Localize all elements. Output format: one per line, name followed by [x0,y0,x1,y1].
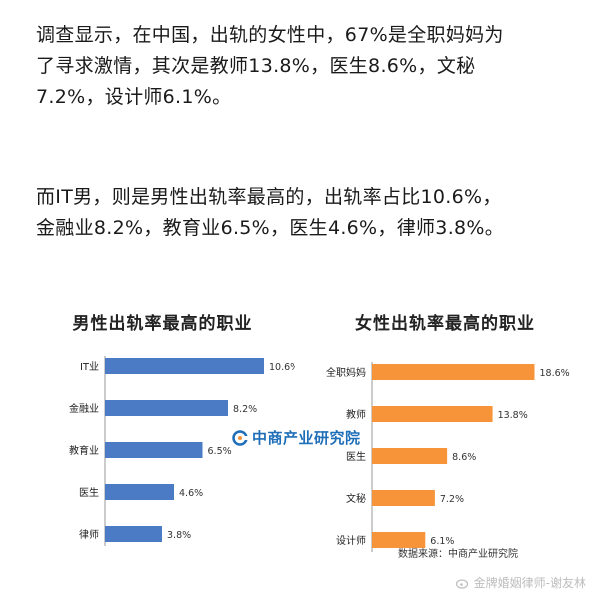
paragraph-female-stats: 调查显示，在中国，出轨的女性中，67%是全职妈妈为 了寻求激情，其次是教师13.… [36,20,576,113]
bar [372,532,426,548]
data-label: 4.6% [179,488,203,499]
data-source: 数据来源：中商产业研究院 [398,549,518,560]
category-label: 设计师 [336,534,366,547]
paragraph-line: 7.2%，设计师6.1%。 [36,86,232,108]
category-label: 教师 [346,408,366,421]
paragraph-line: 调查显示，在中国，出轨的女性中，67%是全职妈妈为 [36,24,504,46]
paragraph-line: 金融业8.2%，教育业6.5%，医生4.6%，律师3.8%。 [36,217,505,239]
data-label: 3.8% [167,530,191,541]
data-label: 13.8% [498,410,528,421]
male-occupation-chart: 男性出轨率最高的职业 IT业 10.6% 金融业 8.2% 教育业 6.5% 医生 4.6% 律… [30,305,299,575]
category-label: 全职妈妈 [326,366,366,379]
bar [105,358,264,374]
bar [105,442,203,458]
data-label: 18.6% [540,368,570,379]
weibo-icon [455,578,468,589]
bar [372,364,535,380]
category-label: 医生 [79,486,99,499]
bar [372,490,435,506]
logo-icon [232,429,248,446]
data-label: 7.2% [440,494,464,505]
logo: 中商产业研究院 [232,427,361,448]
data-label: 6.5% [208,446,232,457]
paragraph-male-stats: 而IT男，则是男性出轨率最高的，出轨率占比10.6%， 金融业8.2%，教育业6… [36,182,576,244]
watermark-text: 金牌婚姻律师-谢友林 [473,576,586,590]
female-occupation-chart: 女性出轨率最高的职业 全职妈妈 18.6% 教师 13.8% 医生 8.6% 文秘 7.2% 设… [300,305,590,575]
paragraph-line: 而IT男，则是男性出轨率最高的，出轨率占比10.6%， [36,186,502,208]
bar [105,400,228,416]
data-label: 8.2% [233,404,257,415]
bar [372,406,493,422]
category-label: 律师 [79,528,99,541]
bar [105,526,162,542]
logo-text: 中商产业研究院 [252,429,361,447]
data-label: 10.6% [269,362,295,373]
paragraph-line: 了寻求激情，其次是教师13.8%，医生8.6%，文秘 [36,55,476,77]
bar [372,448,448,464]
watermark: 金牌婚姻律师-谢友林 [455,574,586,591]
data-label: 6.1% [430,536,454,547]
chart-title: 男性出轨率最高的职业 [72,314,253,334]
category-label: 金融业 [69,402,99,415]
category-label: IT业 [80,361,99,373]
bar [105,484,174,500]
category-label: 教育业 [69,444,99,457]
category-label: 文秘 [346,492,366,505]
data-label: 8.6% [452,452,476,463]
chart-title: 女性出轨率最高的职业 [355,314,535,334]
category-label: 医生 [346,450,366,463]
male-chart-svg: IT业 10.6% 金融业 8.2% 教育业 6.5% 医生 4.6% 律师 3.8% [69,356,299,546]
female-chart-svg: 全职妈妈 18.6% 教师 13.8% 医生 8.6% 文秘 7.2% 设计师 6.1% [326,362,570,552]
